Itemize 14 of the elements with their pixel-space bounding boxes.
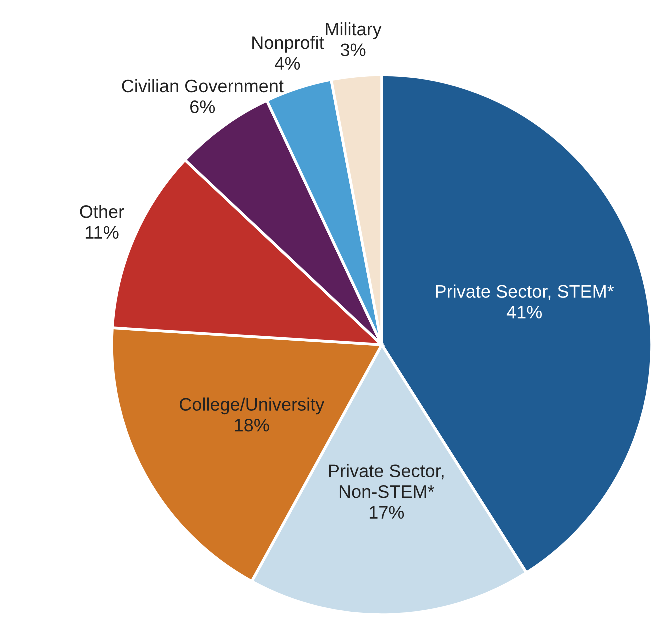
slice-label: Civilian Government [122,79,284,93]
slice-label: Nonprofit [252,36,324,53]
slice-label: College/University [180,398,325,415]
data-label: 18% [235,418,270,432]
data-label: 4% [275,57,300,70]
slice-label: Other [80,205,124,218]
slice-label: Private Sector, STEM* [436,284,614,300]
data-label: 11% [86,226,119,239]
slice-label: Military [326,22,382,40]
data-label: 6% [190,100,216,114]
data-label: 41% [506,306,542,319]
data-label: 3% [340,44,366,56]
data-label: 17% [370,506,404,519]
slice-label: Private Sector, Non-STEM* [329,464,444,498]
